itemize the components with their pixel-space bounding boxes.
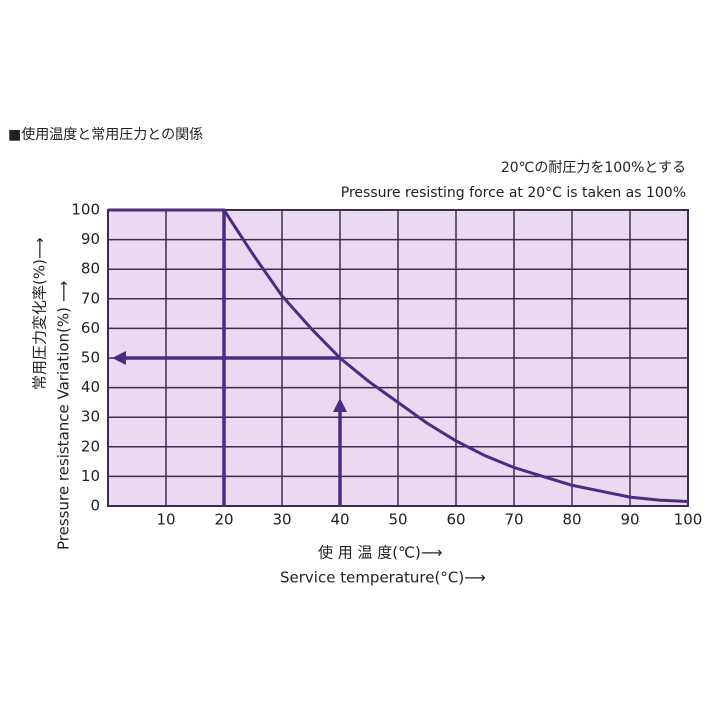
x-tick-label: 70 <box>504 511 523 529</box>
y-tick-label: 70 <box>81 289 100 307</box>
x-tick-label: 10 <box>156 511 175 529</box>
x-tick-label: 50 <box>388 511 407 529</box>
x-tick-label: 100 <box>674 511 703 529</box>
data-line <box>108 208 689 504</box>
y-tick-label: 80 <box>81 260 100 278</box>
y-tick-label: 0 <box>90 497 100 515</box>
arrow-head <box>333 398 347 412</box>
y-tick-label: 20 <box>81 437 100 455</box>
y-tick-label: 90 <box>81 230 100 248</box>
x-tick-label: 90 <box>620 511 639 529</box>
subtitle: Pressure resisting force at 20°C is take… <box>341 185 686 201</box>
x-tick-label: 60 <box>446 511 465 529</box>
y-tick-label: 30 <box>81 408 100 426</box>
x-tick-label: 80 <box>562 511 581 529</box>
y-tick-label: 10 <box>81 467 100 485</box>
arrow-head <box>112 351 126 365</box>
x-tick-label: 30 <box>272 511 291 529</box>
x-axis-label: 使 用 温 度(℃)⟶ <box>318 544 442 562</box>
y-tick-label: 60 <box>81 319 100 337</box>
y-tick-label: 100 <box>71 201 100 219</box>
x-tick-label: 20 <box>214 511 233 529</box>
x-tick-label: 40 <box>330 511 349 529</box>
x-axis-label: Service temperature(°C)⟶ <box>280 569 486 587</box>
chart-title: ■使用温度と常用圧力との関係 <box>8 126 203 143</box>
subtitle: 20℃の耐圧力を100%とする <box>501 160 686 176</box>
y-axis-label: Pressure resistance Variation(%) ⟶ <box>55 281 73 550</box>
y-axis-label: 常用圧力変化率(%)⟶ <box>31 238 49 390</box>
y-tick-label: 40 <box>81 378 100 396</box>
y-tick-label: 50 <box>81 349 100 367</box>
